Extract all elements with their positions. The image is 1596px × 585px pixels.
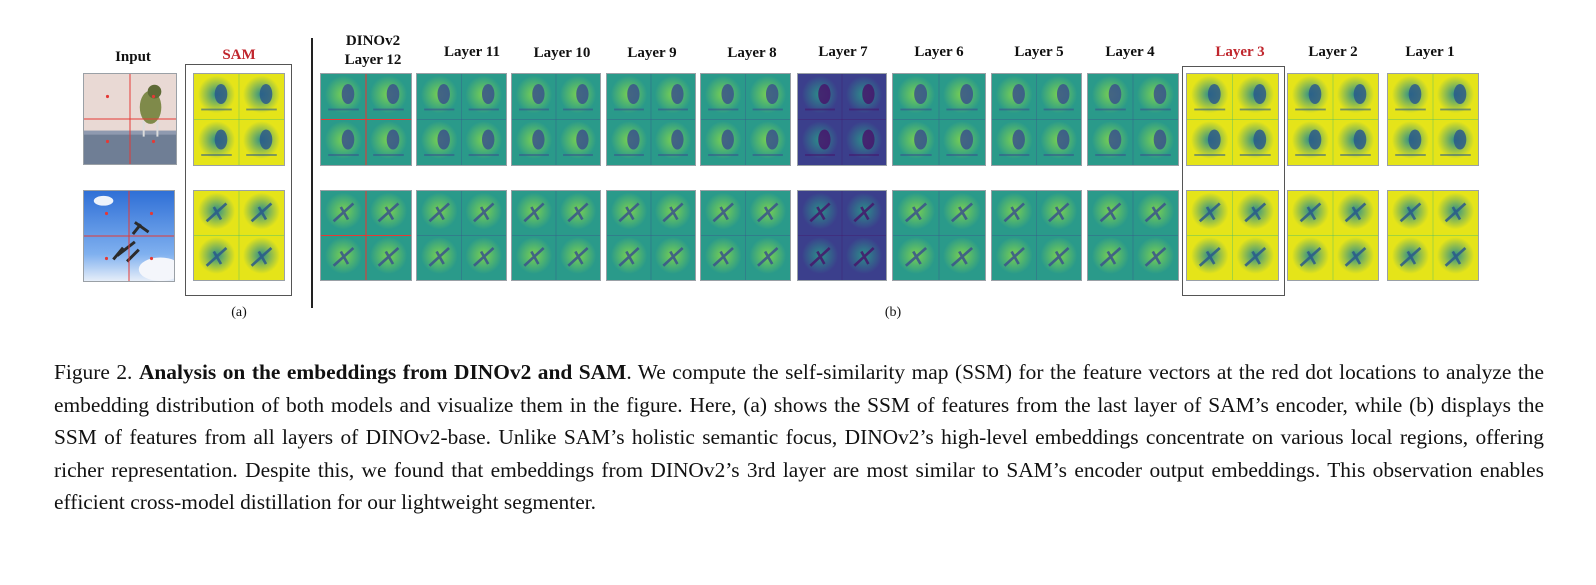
label-layer10: Layer 10 [533, 45, 591, 61]
ssm-map-layer2-row1 [1287, 73, 1379, 166]
ssm-map-layer11-row2 [416, 190, 507, 281]
label-layer7: Layer 7 [818, 44, 868, 60]
label-layer5: Layer 5 [1014, 44, 1064, 60]
ssm-map-layer6-row2 [892, 190, 986, 281]
label-layer3: Layer 3 [1215, 44, 1265, 60]
input-image-figure [83, 73, 177, 165]
ssm-map-layer1-row2 [1387, 190, 1479, 281]
label-layer2: Layer 2 [1308, 44, 1358, 60]
label-layer8: Layer 8 [727, 45, 777, 61]
label-input: Input [115, 49, 151, 65]
ssm-map-layer4-row1 [1087, 73, 1179, 166]
layer3-highlight-box [1182, 66, 1285, 296]
label-layer4: Layer 4 [1105, 44, 1155, 60]
caption-body: . We compute the self-similarity map (SS… [54, 360, 1544, 514]
ssm-map-layer4-row2 [1087, 190, 1179, 281]
ssm-map-layer7-row1 [797, 73, 887, 166]
caption-prefix: Figure 2. [54, 360, 133, 384]
label-dinov2: DINOv2 [345, 33, 401, 49]
ssm-map-layer10-row1 [511, 73, 601, 166]
ssm-map-layer9-row2 [606, 190, 696, 281]
panel-divider [311, 38, 313, 308]
label-sam: SAM [222, 47, 256, 63]
ssm-map-layer8-row2 [700, 190, 791, 281]
sam-highlight-box [185, 64, 292, 296]
input-image-airplanes [83, 190, 175, 282]
label-layer12: Layer 12 [344, 52, 402, 68]
ssm-map-layer5-row1 [991, 73, 1082, 166]
ssm-map-layer5-row2 [991, 190, 1082, 281]
subfigure-label-a: (a) [231, 305, 247, 320]
label-layer6: Layer 6 [914, 44, 964, 60]
ssm-map-layer3-row1 [1186, 73, 1279, 166]
subfigure-label-b: (b) [884, 305, 902, 320]
ssm-map-layer2-row2 [1287, 190, 1379, 281]
label-layer1: Layer 1 [1405, 44, 1455, 60]
ssm-map-layer1-row1 [1387, 73, 1479, 166]
ssm-map-layer10-row2 [511, 190, 601, 281]
ssm-map-layer7-row2 [797, 190, 887, 281]
figure-caption: Figure 2. Analysis on the embeddings fro… [54, 356, 1544, 519]
ssm-map-sam-row1 [193, 73, 285, 166]
label-layer9: Layer 9 [627, 45, 677, 61]
ssm-map-layer11-row1 [416, 73, 507, 166]
ssm-map-layer12-row2 [320, 190, 412, 281]
ssm-map-layer8-row1 [700, 73, 791, 166]
label-layer11: Layer 11 [444, 44, 500, 60]
ssm-map-sam-row2 [193, 190, 285, 281]
ssm-map-layer6-row1 [892, 73, 986, 166]
ssm-map-layer9-row1 [606, 73, 696, 166]
caption-title: Analysis on the embeddings from DINOv2 a… [138, 360, 627, 384]
ssm-map-layer12-row1 [320, 73, 412, 166]
ssm-map-layer3-row2 [1186, 190, 1279, 281]
